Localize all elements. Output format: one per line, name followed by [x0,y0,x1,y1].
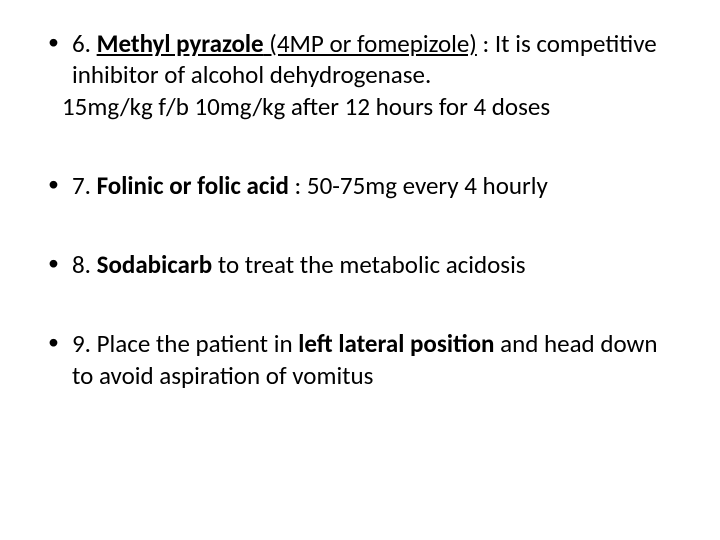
bullet-title: Folinic or folic acid [97,170,289,201]
bullet-title: Methyl pyrazole [97,28,264,59]
bullet-item-8: 8. Sodabicarb to treat the metabolic aci… [44,249,676,280]
bullet-line2: 15mg/kg f/b 10mg/kg after 12 hours for 4… [62,91,676,122]
bullet-text: to treat the metabolic acidosis [212,249,525,280]
bullet-item-9: 9. Place the patient in left lateral pos… [44,328,676,391]
bullet-title: left lateral position [298,328,494,359]
bullet-lead: Place the patient in [97,328,299,359]
slide: 6. Methyl pyrazole (4MP or fomepizole) :… [0,0,720,540]
bullet-item-7: 7. Folinic or folic acid : 50-75mg every… [44,170,676,201]
bullet-item-6: 6. Methyl pyrazole (4MP or fomepizole) :… [44,28,676,122]
bullet-number: 6. [72,28,91,59]
bullet-title-tail: (4MP or fomepizole) [264,28,477,59]
bullet-text: : 50-75mg every 4 hourly [289,170,548,201]
bullet-title: Sodabicarb [97,249,213,280]
bullet-number: 7. [72,170,91,201]
bullet-list: 6. Methyl pyrazole (4MP or fomepizole) :… [44,28,676,391]
bullet-number: 9. [72,328,91,359]
bullet-number: 8. [72,249,91,280]
